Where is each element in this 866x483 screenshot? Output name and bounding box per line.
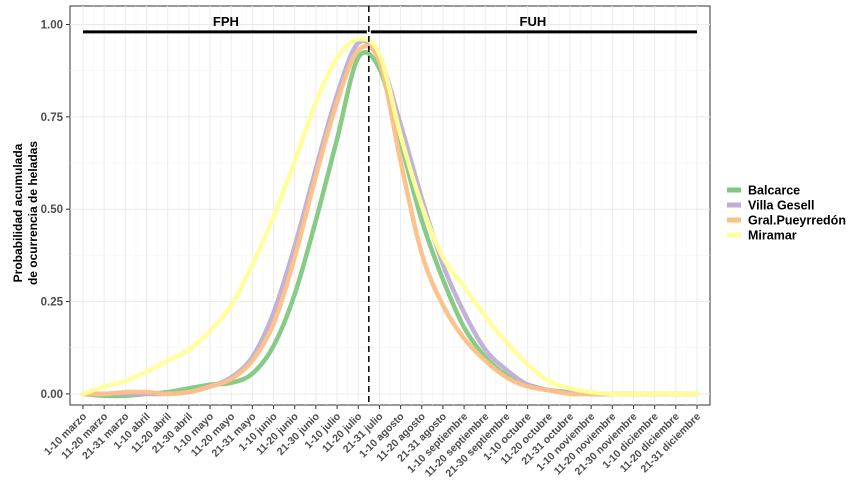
legend-label-gral-pueyrred-n: Gral.Pueyrredón: [748, 214, 846, 228]
y-axis: 0.00 0.25 0.50 0.75 1.00: [41, 19, 70, 401]
y-tick-label: 0.00: [41, 389, 63, 401]
fph-label: FPH: [213, 14, 239, 29]
grid: [70, 6, 710, 405]
legend-label-miramar: Miramar: [748, 229, 797, 243]
y-axis-title: Probabilidad acumulada de ocurrencia de …: [11, 141, 40, 285]
legend-label-balcarce: Balcarce: [748, 184, 800, 198]
legend-label-villa-gesell: Villa Gesell: [748, 199, 814, 213]
fuh-label: FUH: [520, 14, 547, 29]
y-axis-title-line-1: Probabilidad acumulada: [11, 143, 25, 282]
y-tick-label: 0.25: [41, 297, 64, 309]
y-tick-label: 1.00: [41, 19, 63, 31]
y-tick-label: 0.75: [41, 112, 64, 124]
annotations: FPH FUH: [83, 6, 697, 405]
series-lines: [80, 36, 700, 399]
series-line-miramar: [80, 36, 700, 397]
y-axis-title-line-2: de ocurrencia de heladas: [26, 141, 40, 285]
y-tick-label: 0.50: [41, 204, 63, 216]
